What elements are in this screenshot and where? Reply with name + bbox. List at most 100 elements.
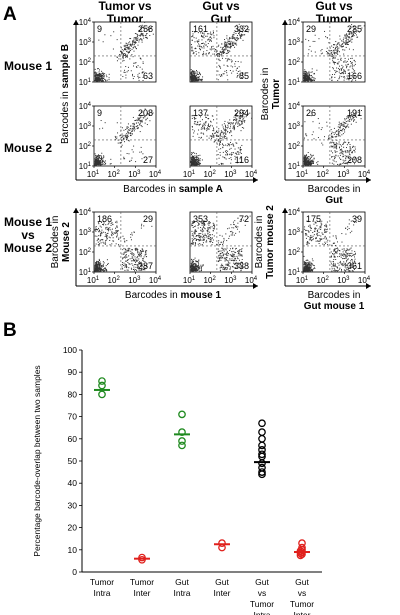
data-point (97, 263, 99, 265)
data-point (305, 163, 307, 165)
data-point (231, 36, 233, 38)
data-point (99, 162, 101, 164)
data-point (341, 124, 343, 126)
x-tick-exponent: 4 (158, 276, 162, 282)
data-point (346, 256, 348, 258)
data-point (108, 221, 110, 223)
data-point (218, 240, 220, 242)
data-point (200, 268, 202, 270)
data-point (303, 266, 305, 268)
data-point (351, 71, 353, 73)
data-point (233, 116, 235, 118)
data-point (227, 46, 229, 48)
data-point (344, 262, 346, 264)
data-point (333, 160, 335, 162)
data-point (234, 155, 236, 157)
data-point (127, 44, 129, 46)
data-point (197, 235, 199, 237)
data-point (347, 226, 349, 228)
data-point (334, 53, 336, 55)
data-point (237, 250, 239, 252)
data-point (211, 47, 213, 49)
data-point (346, 65, 348, 67)
data-point (307, 265, 309, 267)
data-point (220, 148, 222, 150)
data-point (347, 63, 349, 65)
data-point (224, 39, 226, 41)
data-point (125, 55, 127, 57)
data-point (197, 262, 199, 264)
data-point (345, 157, 347, 159)
data-point (220, 241, 222, 243)
data-point (307, 79, 309, 81)
data-point (190, 77, 192, 79)
data-point (109, 227, 111, 229)
data-point (237, 253, 239, 255)
data-point (192, 135, 194, 137)
data-point (202, 125, 204, 127)
data-point (125, 260, 127, 262)
data-point (197, 78, 199, 80)
data-point (132, 47, 134, 49)
data-point (338, 264, 340, 266)
data-point (198, 234, 200, 236)
data-point (102, 239, 104, 241)
data-point (219, 250, 221, 252)
data-point (94, 270, 96, 272)
data-point (338, 143, 340, 145)
data-point (304, 270, 306, 272)
data-point (231, 153, 233, 155)
data-point (135, 260, 137, 262)
data-point (347, 151, 349, 153)
data-point (224, 120, 226, 122)
data-point (337, 163, 339, 165)
data-point (219, 66, 221, 68)
data-point (233, 227, 235, 229)
data-point (190, 161, 192, 163)
data-point (222, 241, 224, 243)
data-point (232, 256, 234, 258)
data-point (236, 67, 238, 69)
data-point (116, 232, 118, 234)
data-point (348, 75, 350, 77)
data-point (230, 144, 232, 146)
data-point (100, 155, 102, 157)
data-point (138, 253, 140, 255)
data-point (344, 77, 346, 79)
data-point (333, 270, 335, 272)
data-point (191, 75, 193, 77)
data-point (101, 74, 103, 76)
data-point (218, 44, 220, 46)
data-point (330, 50, 332, 52)
data-point (319, 238, 321, 240)
data-point (191, 71, 193, 73)
data-point (198, 263, 200, 265)
data-point (195, 238, 197, 240)
data-point (226, 240, 228, 242)
data-point (235, 225, 237, 227)
data-point (238, 23, 240, 25)
data-point (106, 226, 108, 228)
data-point (230, 266, 232, 268)
data-point (194, 161, 196, 163)
data-point (347, 115, 349, 117)
data-point (308, 270, 310, 272)
data-point (346, 249, 348, 251)
data-point (193, 162, 195, 164)
data-point (356, 36, 358, 38)
data-point (230, 224, 232, 226)
data-point (333, 49, 335, 51)
data-point (308, 164, 310, 166)
data-point (133, 231, 135, 233)
data-point (99, 78, 101, 80)
data-point (241, 254, 243, 256)
data-point (110, 223, 112, 225)
data-point (194, 162, 196, 164)
data-point (95, 266, 97, 268)
data-point (225, 46, 227, 48)
data-point (139, 29, 141, 31)
data-point (305, 266, 307, 268)
data-point (240, 37, 242, 39)
